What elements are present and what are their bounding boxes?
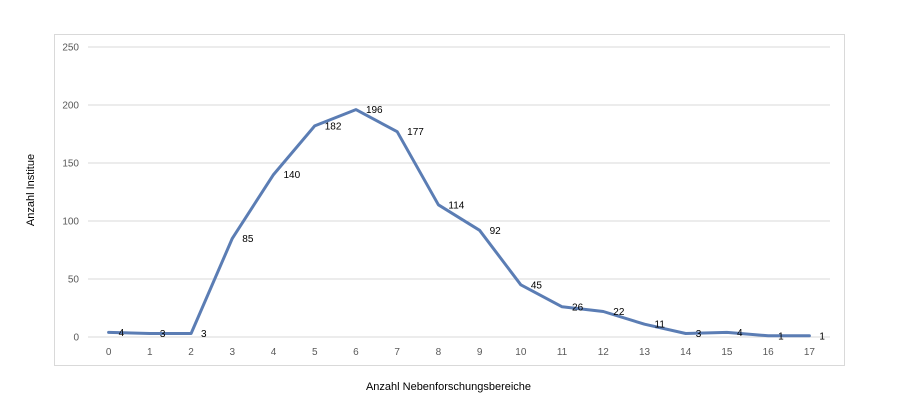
x-tick-label: 2 [188,347,194,358]
x-tick-label: 13 [639,347,651,358]
y-tick-label: 150 [62,159,79,170]
data-label: 11 [655,320,666,331]
x-tick-label: 4 [271,347,277,358]
y-tick-label: 200 [62,101,79,112]
x-tick-label: 6 [353,347,359,358]
x-tick-label: 8 [436,347,442,358]
y-axis-ticks: 0 50 100 150 200 250 [62,43,79,344]
y-tick-label: 250 [62,43,79,54]
x-tick-label: 9 [477,347,483,358]
gridlines [88,46,830,338]
y-tick-label: 50 [68,275,80,286]
x-tick-label: 16 [763,347,775,358]
x-tick-label: 0 [106,347,112,358]
x-tick-label: 17 [804,347,816,358]
series [107,108,811,338]
data-label: 4 [119,328,125,339]
y-tick-label: 0 [73,333,79,344]
data-label: 140 [284,170,301,181]
data-label: 45 [531,280,543,291]
y-tick-label: 100 [62,217,79,228]
data-label: 3 [696,329,702,340]
data-label: 26 [572,302,584,313]
x-tick-label: 11 [557,347,568,358]
data-label: 114 [448,200,464,211]
x-tick-label: 10 [515,347,527,358]
series-line [107,108,811,338]
data-label: 196 [366,105,383,116]
data-label: 3 [160,329,166,340]
x-axis-title: Anzahl Nebenforschungsbereiche [365,381,532,393]
data-label: 177 [407,127,424,138]
data-label: 92 [490,226,502,237]
x-tick-label: 7 [394,347,400,358]
x-tick-label: 14 [680,347,692,358]
x-tick-label: 12 [598,347,610,358]
data-label: 3 [201,329,207,340]
x-tick-label: 1 [147,347,153,358]
data-label: 1 [778,331,784,342]
data-label: 4 [737,328,743,339]
x-tick-label: 5 [312,347,318,358]
x-axis-ticks: 0 1 2 3 4 5 6 7 8 9 10 11 12 13 14 15 16 17 [106,347,816,358]
x-tick-label: 3 [229,347,235,358]
y-axis-title: Anzahl Institue [25,153,37,227]
data-label: 1 [819,331,825,342]
chart-area [54,34,845,366]
x-tick-label: 15 [721,347,733,358]
data-label: 22 [613,307,625,318]
data-label: 182 [325,121,342,132]
data-label: 85 [242,234,254,245]
